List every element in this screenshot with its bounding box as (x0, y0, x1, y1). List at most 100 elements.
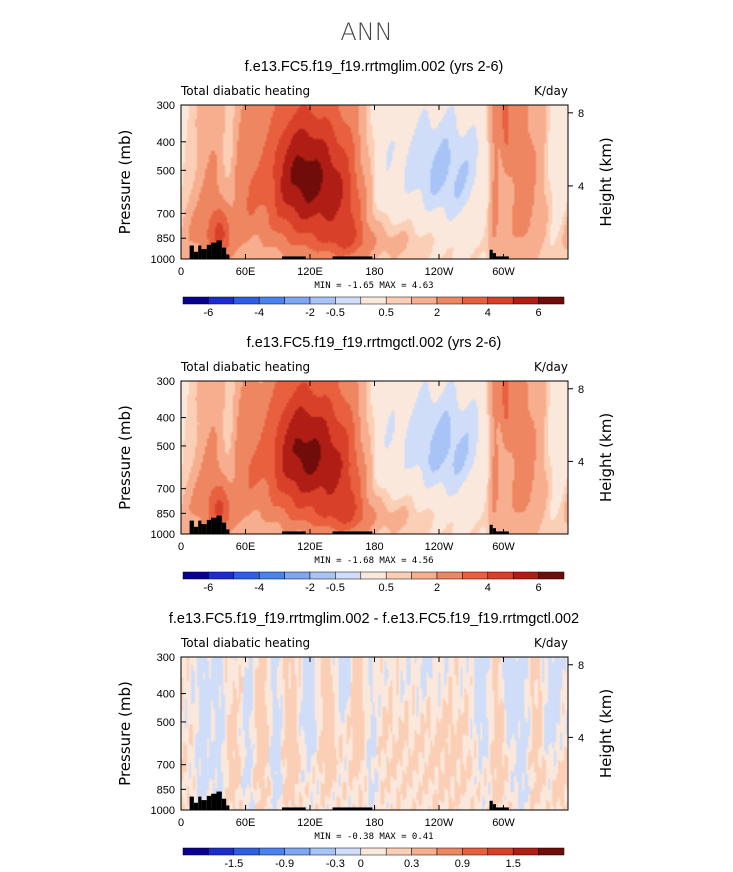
colorbar: -6 -4 -2 -0.5 0.5 2 4 6 (182, 296, 565, 319)
land-mask (206, 795, 212, 810)
colorbar-swatch (208, 571, 235, 580)
land-mask (211, 242, 217, 259)
colorbar-label: 0.3 (404, 858, 419, 870)
land-mask (216, 791, 222, 810)
x-tick-label: 120W (425, 817, 454, 829)
x-tick-label: 60W (492, 817, 515, 829)
land-mask (282, 256, 306, 259)
colorbar-label: 4 (485, 582, 491, 594)
colorbar-swatch (538, 847, 565, 856)
land-mask (198, 796, 202, 810)
y-axis-label: Pressure (mb) (116, 681, 134, 786)
colorbar-label: -4 (254, 582, 264, 594)
colorbar-swatch (208, 296, 235, 305)
y-tick-label: 500 (157, 165, 175, 177)
colorbar-swatch (436, 847, 463, 856)
colorbar-swatch (208, 847, 235, 856)
colorbar-swatch (538, 296, 565, 305)
colorbar-swatch (309, 571, 336, 580)
y-tick-label: 400 (157, 413, 175, 425)
colorbar-label: 1.5 (506, 858, 521, 870)
y-tick-label: 850 (157, 233, 175, 245)
colorbar-swatch (258, 847, 285, 856)
land-mask (495, 531, 509, 534)
y-tick-label: 850 (157, 784, 175, 796)
colorbar-swatch (360, 296, 387, 305)
min-max-stats: MIN = -1.68 MAX = 4.56 (314, 556, 433, 566)
land-mask (492, 804, 496, 810)
heatmap-field (181, 381, 568, 534)
colorbar-swatch (512, 571, 539, 580)
colorbar-swatch (385, 296, 412, 305)
land-mask (201, 800, 207, 810)
colorbar-swatch (309, 296, 336, 305)
land-mask (332, 531, 373, 534)
y-tick-label: 850 (157, 508, 175, 520)
colorbar-swatch (411, 847, 438, 856)
land-mask (226, 254, 230, 259)
colorbar-label: -6 (204, 307, 214, 319)
x-tick-label: 120W (425, 266, 454, 278)
colorbar-label: 0 (358, 858, 364, 870)
x-tick-label: 180 (365, 817, 383, 829)
land-mask (282, 807, 306, 810)
land-mask (193, 802, 199, 810)
land-mask (489, 249, 493, 259)
land-mask (193, 526, 199, 534)
colorbar-swatch (335, 571, 362, 580)
min-max-stats: MIN = -1.65 MAX = 4.63 (314, 281, 433, 291)
x-tick-label: 120E (297, 817, 323, 829)
height-tick-label: 4 (578, 456, 584, 468)
height-tick-label: 8 (578, 384, 584, 396)
y-tick-label: 300 (157, 376, 175, 388)
colorbar-swatch (462, 571, 489, 580)
land-mask (221, 522, 227, 534)
land-mask (193, 251, 199, 259)
height-tick-label: 8 (578, 660, 584, 672)
colorbar-swatch (411, 571, 438, 580)
colorbar-swatch (233, 296, 260, 305)
x-tick-label: 60E (236, 817, 256, 829)
colorbar-label: -0.3 (326, 858, 345, 870)
height-tick-label: 8 (578, 108, 584, 120)
panel-right-label: K/day (534, 84, 568, 98)
x-tick-label: 60W (492, 266, 515, 278)
colorbar-swatch (411, 296, 438, 305)
colorbar-swatch (360, 847, 387, 856)
colorbar-swatch (360, 571, 387, 580)
colorbar-label: -0.9 (275, 858, 294, 870)
panel-left-label: Total diabatic heating (180, 360, 310, 374)
colorbar-label: -0.5 (326, 307, 345, 319)
y-tick-label: 300 (157, 652, 175, 664)
y-tick-label: 1000 (151, 529, 175, 541)
colorbar-swatch (487, 847, 514, 856)
land-mask (332, 256, 373, 259)
colorbar-swatch (284, 571, 311, 580)
x-tick-label: 0 (178, 266, 184, 278)
land-mask (201, 249, 207, 259)
colorbar-label: -0.5 (326, 582, 345, 594)
min-max-stats: MIN = -0.38 MAX = 0.41 (314, 832, 433, 842)
x-tick-label: 180 (365, 541, 383, 553)
y-tick-label: 400 (157, 137, 175, 149)
y-tick-label: 300 (157, 100, 175, 112)
y-tick-label: 400 (157, 689, 175, 701)
land-mask (216, 240, 222, 259)
y-tick-label: 1000 (151, 254, 175, 266)
colorbar-swatch (385, 847, 412, 856)
y-tick-label: 700 (157, 208, 175, 220)
x-tick-label: 60W (492, 541, 515, 553)
panel-title: f.e13.FC5.f19_f19.rrtmglim.002 (yrs 2-6) (245, 59, 504, 75)
colorbar-swatch (512, 847, 539, 856)
y-axis-label: Pressure (mb) (116, 405, 134, 510)
y-tick-label: 1000 (151, 805, 175, 817)
land-mask (189, 796, 194, 810)
land-mask (198, 245, 202, 259)
figure-title: ANN (340, 18, 393, 46)
colorbar-label: 2 (434, 307, 440, 319)
x-tick-label: 120W (425, 541, 454, 553)
colorbar-label: 6 (536, 307, 542, 319)
height-tick-label: 4 (578, 732, 584, 744)
colorbar-label: 2 (434, 582, 440, 594)
